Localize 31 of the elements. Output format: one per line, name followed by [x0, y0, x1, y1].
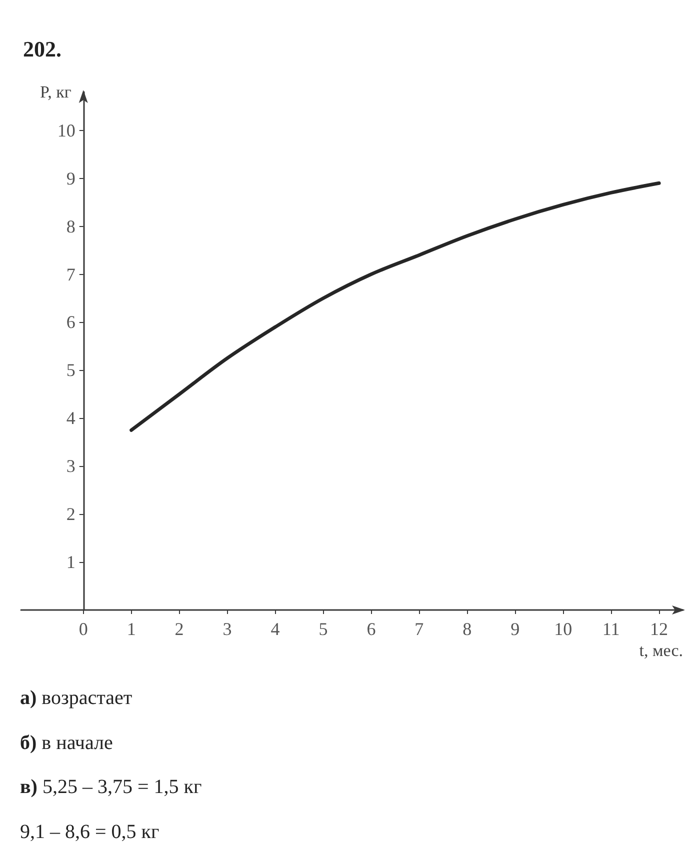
y-tick-label: 6: [66, 312, 76, 332]
text: 9,1 – 8,6 = 0,5 кг: [20, 820, 160, 844]
x-tick-label: 6: [366, 619, 376, 639]
x-tick-label: 0: [78, 619, 88, 639]
y-tick-label: 5: [66, 360, 76, 380]
x-tick-label: 5: [318, 619, 328, 639]
line-series: [130, 181, 661, 432]
x-tick-label: 9: [510, 619, 520, 639]
y-tick-label: 3: [66, 456, 76, 476]
y-axis-title: P, кг: [40, 82, 72, 102]
y-tick-label: 7: [66, 264, 76, 284]
text: а) возрастает: [20, 686, 132, 711]
text: б) в начале: [20, 730, 113, 756]
x-tick-label: 8: [462, 619, 472, 639]
x-tick-label: 7: [414, 619, 424, 639]
text: в) 5,25 – 3,75 = 1,5 кг: [20, 775, 202, 800]
y-tick-label: 4: [66, 408, 76, 428]
x-tick-label: 12: [650, 619, 668, 639]
x-tick-label: 4: [270, 619, 280, 639]
chart-title: 202.: [23, 36, 62, 62]
y-tick-label: 9: [66, 168, 76, 188]
x-tick-label: 11: [602, 619, 620, 639]
x-axis-title: t, мес.: [639, 641, 683, 660]
y-tick-label: 2: [66, 504, 76, 524]
y-tick-label: 8: [66, 216, 76, 236]
y-tick-label: 1: [66, 552, 76, 572]
x-tick-label: 1: [126, 619, 136, 639]
y-tick-label: 10: [57, 120, 76, 140]
x-tick-label: 2: [174, 619, 184, 639]
x-tick-label: 3: [222, 619, 232, 639]
x-tick-label: 10: [554, 619, 572, 639]
